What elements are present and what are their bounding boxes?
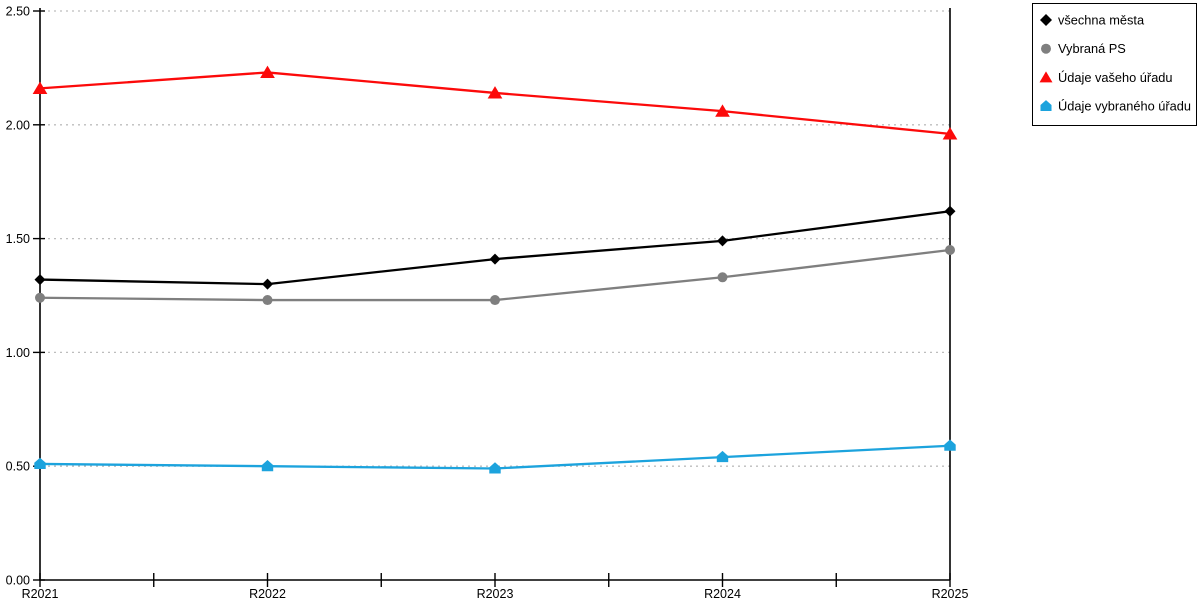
axes: 0.00 0.50 1.00 1.50 2.00 2.50 R2021 R2022 R2023 R… bbox=[6, 5, 969, 600]
legend-label: všechna města bbox=[1058, 13, 1145, 28]
x-tick-label: R2025 bbox=[932, 587, 969, 600]
legend-item: Vybraná PS bbox=[1041, 41, 1126, 56]
data-point-marker bbox=[32, 81, 48, 94]
data-point-marker bbox=[716, 450, 729, 463]
series-triangle bbox=[32, 65, 958, 140]
legend-item: všechna města bbox=[1040, 13, 1145, 28]
data-point-marker bbox=[717, 272, 728, 283]
legend-marker-diamond bbox=[1040, 14, 1052, 26]
y-tick-label: 2.50 bbox=[6, 5, 30, 19]
x-tick-label: R2021 bbox=[22, 587, 59, 600]
data-point-marker bbox=[487, 86, 503, 99]
series-diamond bbox=[34, 205, 956, 290]
legend-item: Údaje vybraného úřadu bbox=[1040, 99, 1191, 114]
data-point-marker bbox=[944, 205, 956, 217]
legend-label: Vybraná PS bbox=[1058, 41, 1126, 56]
legend-marker-pentagon bbox=[1040, 100, 1052, 112]
data-point-marker bbox=[945, 244, 955, 255]
legend-label: Údaje vašeho úřadu bbox=[1058, 70, 1173, 85]
legend: všechna města Vybraná PS Údaje vašeho úřad… bbox=[1032, 3, 1197, 126]
x-tick-label: R2023 bbox=[477, 587, 514, 600]
legend-box bbox=[1032, 3, 1197, 126]
y-tick-label: 0.50 bbox=[6, 460, 30, 474]
legend-marker-circle bbox=[1041, 43, 1051, 54]
data-point-marker bbox=[489, 253, 501, 265]
data-point-marker bbox=[942, 127, 958, 140]
data-point-marker bbox=[262, 295, 273, 306]
data-point-marker bbox=[715, 104, 730, 117]
data-point-marker bbox=[717, 235, 728, 247]
y-tick-label: 1.00 bbox=[6, 346, 30, 360]
series-circle bbox=[35, 244, 955, 306]
data-point-marker bbox=[262, 278, 273, 290]
data-point-marker bbox=[489, 462, 501, 474]
data-point-marker bbox=[490, 295, 500, 306]
y-tick-label: 1.50 bbox=[6, 232, 30, 246]
data-point-marker bbox=[34, 274, 46, 286]
series-line bbox=[39, 71, 951, 136]
data-point-marker bbox=[34, 457, 46, 470]
y-tick-label: 0.00 bbox=[6, 574, 30, 588]
x-tick-label: R2024 bbox=[704, 587, 741, 600]
data-point-marker bbox=[261, 460, 274, 472]
y-tick-label: 2.00 bbox=[6, 118, 30, 132]
series-line bbox=[39, 210, 951, 286]
legend-marker-triangle bbox=[1039, 71, 1053, 83]
legend-item: Údaje vašeho úřadu bbox=[1039, 70, 1173, 85]
legend-label: Údaje vybraného úřadu bbox=[1058, 99, 1191, 114]
data-point-marker bbox=[260, 65, 275, 79]
series-pentagon bbox=[34, 439, 956, 474]
data-point-marker bbox=[944, 439, 956, 451]
x-tick-label: R2022 bbox=[249, 587, 286, 600]
data-point-marker bbox=[35, 292, 45, 303]
